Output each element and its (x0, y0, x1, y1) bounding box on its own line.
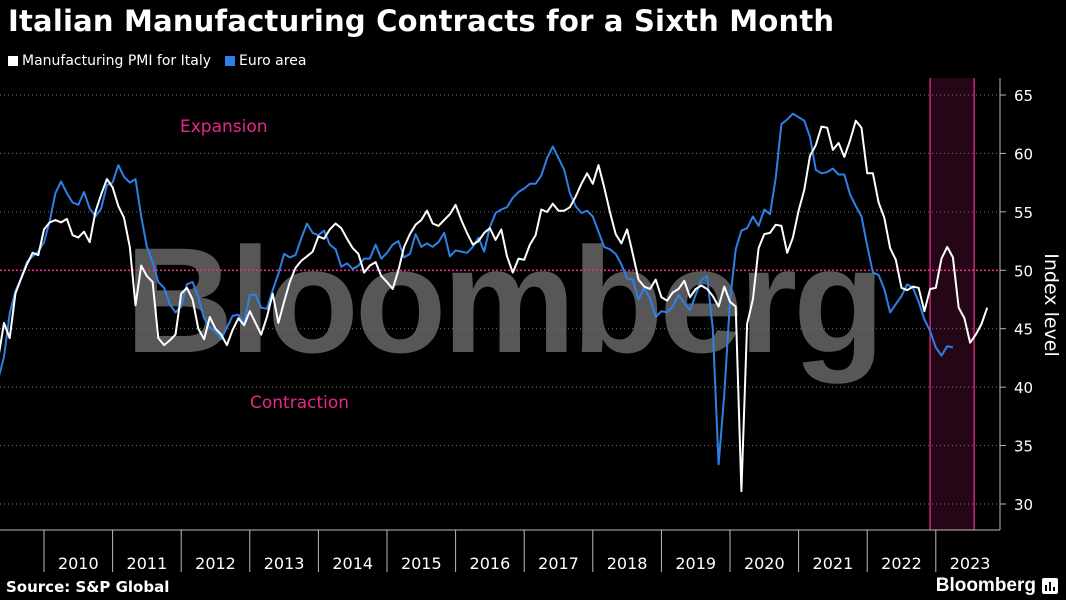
y-tick-label-60: 60 (1014, 145, 1033, 163)
series-line-italy (0, 119, 989, 493)
y-tick-label-50: 50 (1014, 262, 1033, 280)
y-tick-label-65: 65 (1014, 87, 1033, 105)
x-tick-label-2016: 2016 (470, 554, 511, 573)
x-tick-label-2021: 2021 (813, 554, 854, 573)
y-tick-label-55: 55 (1014, 204, 1033, 222)
legend-label-italy: Manufacturing PMI for Italy (22, 53, 211, 69)
x-tick-label-2018: 2018 (607, 554, 648, 573)
y-tick-label-40: 40 (1014, 379, 1033, 397)
chart-legend: Manufacturing PMI for Italy Euro area (8, 53, 306, 69)
chart-title: Italian Manufacturing Contracts for a Si… (8, 4, 835, 38)
series-line-euro-area (0, 112, 954, 466)
chart-app-icon (1042, 578, 1058, 594)
annotation-expansion: Expansion (180, 117, 268, 137)
highlight-band (930, 78, 975, 530)
legend-swatch-euro (225, 56, 235, 66)
x-tick-label-2010: 2010 (58, 554, 99, 573)
x-tick-label-2019: 2019 (675, 554, 716, 573)
y-tick-label-35: 35 (1014, 438, 1033, 456)
brand-name: Bloomberg (935, 575, 1036, 596)
x-tick-label-2015: 2015 (401, 554, 442, 573)
source-note: Source: S&P Global (6, 578, 170, 596)
x-tick-label-2012: 2012 (195, 554, 236, 573)
y-tick-label-45: 45 (1014, 321, 1033, 339)
annotation-contraction: Contraction (250, 393, 349, 413)
legend-label-euro: Euro area (239, 53, 307, 69)
y-axis-label: Index level (1040, 253, 1062, 357)
x-tick-label-2020: 2020 (744, 554, 785, 573)
legend-item-italy: Manufacturing PMI for Italy (8, 53, 211, 69)
brand-logo: Bloomberg (936, 575, 1058, 597)
x-tick-label-2013: 2013 (264, 554, 305, 573)
x-tick-label-2022: 2022 (881, 554, 922, 573)
x-tick-label-2023: 2023 (950, 554, 991, 573)
x-tick-label-2017: 2017 (538, 554, 579, 573)
x-tick-label-2011: 2011 (127, 554, 168, 573)
legend-swatch-italy (8, 56, 18, 66)
y-tick-label-30: 30 (1014, 496, 1033, 514)
x-tick-label-2014: 2014 (332, 554, 373, 573)
legend-item-euro: Euro area (225, 53, 306, 69)
